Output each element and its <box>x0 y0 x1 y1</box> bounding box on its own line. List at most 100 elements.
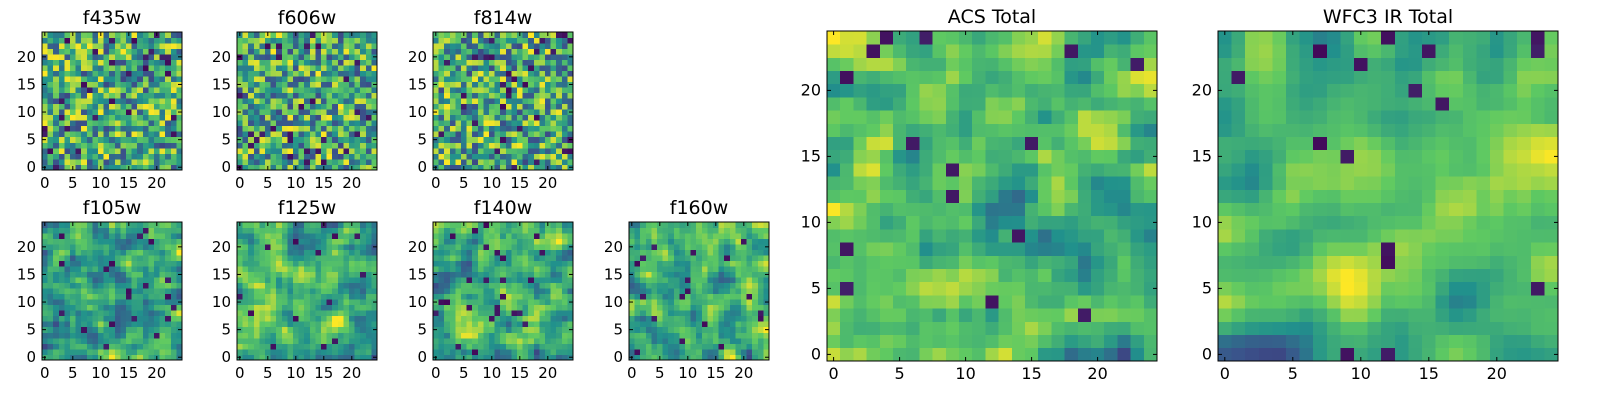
heatmap-cell <box>1064 163 1079 177</box>
heatmap-cell <box>265 304 271 311</box>
heatmap-cell <box>154 54 160 60</box>
heatmap-cell <box>298 288 305 295</box>
heatmap-cell <box>673 249 680 256</box>
heatmap-cell <box>371 277 378 284</box>
heatmap-cell <box>154 310 160 317</box>
heatmap-cell <box>1011 189 1026 203</box>
heatmap-cell <box>298 282 305 289</box>
heatmap-cell <box>690 326 697 333</box>
heatmap-cell <box>433 288 439 295</box>
heatmap-cell <box>92 59 99 66</box>
heatmap-cell <box>343 255 350 261</box>
heatmap-cell <box>58 142 65 149</box>
heatmap-cell <box>142 249 149 256</box>
heatmap-cell <box>326 158 333 165</box>
heatmap-cell <box>315 136 322 143</box>
heatmap-cell <box>500 255 507 261</box>
heatmap-cell <box>511 238 518 245</box>
heatmap-cell <box>959 334 973 349</box>
heatmap-cell <box>1104 268 1118 283</box>
heatmap-cell <box>668 332 675 339</box>
heatmap-cell <box>455 222 462 228</box>
heatmap-cell <box>109 299 116 306</box>
heatmap-cell <box>505 153 512 160</box>
heatmap-cell <box>472 147 479 154</box>
heatmap-cell <box>137 114 144 121</box>
heatmap-cell <box>120 81 127 88</box>
heatmap-cell <box>137 98 144 105</box>
heatmap-cell <box>466 266 473 273</box>
heatmap-cell <box>1051 281 1065 296</box>
heatmap-cell <box>242 299 249 306</box>
heatmap-cell <box>109 142 116 149</box>
heatmap-cell <box>321 326 327 333</box>
subplot-title: f814w <box>474 7 533 29</box>
heatmap-cell <box>662 277 669 284</box>
heatmap-cell <box>253 282 260 289</box>
heatmap-cell <box>533 222 540 228</box>
heatmap-cell <box>1025 255 1039 269</box>
heatmap-cell <box>321 147 327 154</box>
heatmap-cell <box>472 54 479 60</box>
heatmap-cell <box>253 354 260 361</box>
heatmap-cell <box>701 304 708 311</box>
heatmap-cell <box>326 136 333 143</box>
heatmap-cell <box>276 266 283 273</box>
heatmap-cell <box>309 98 316 105</box>
heatmap-cell <box>668 310 675 317</box>
heatmap-cell <box>645 332 652 339</box>
heatmap-cell <box>287 114 294 121</box>
heatmap-cell <box>148 92 155 99</box>
heatmap-cell <box>1143 308 1158 322</box>
heatmap-cell <box>438 81 445 88</box>
heatmap-cell <box>103 32 110 38</box>
heatmap-cell <box>343 238 350 245</box>
heatmap-cell <box>449 92 456 99</box>
heatmap-cell <box>640 222 647 228</box>
heatmap-cell <box>53 48 60 55</box>
heatmap-cell <box>673 271 680 278</box>
heatmap-cell <box>696 348 703 355</box>
heatmap-cell <box>668 233 675 239</box>
heatmap-cell <box>662 332 669 339</box>
heatmap-cell <box>483 288 490 295</box>
heatmap-cell <box>276 87 283 94</box>
heatmap-cell <box>550 103 557 110</box>
heatmap-cell <box>500 299 507 306</box>
heatmap-cell <box>309 348 316 355</box>
heatmap-cell <box>253 164 260 171</box>
heatmap-cell <box>58 348 65 355</box>
heatmap-cell <box>75 271 82 278</box>
heatmap-cell <box>176 43 183 49</box>
heatmap-cell <box>109 244 116 250</box>
heatmap-cell <box>321 136 327 143</box>
heatmap-cell <box>561 81 568 88</box>
heatmap-cell <box>701 337 708 344</box>
heatmap-cell <box>444 59 451 66</box>
heatmap-cell <box>148 343 155 350</box>
heatmap-cell <box>879 215 894 230</box>
heatmap-cell <box>461 348 467 355</box>
heatmap-cell <box>309 244 316 250</box>
heatmap-cell <box>276 48 283 55</box>
heatmap-cell <box>673 222 680 228</box>
heatmap-cell <box>337 76 344 83</box>
heatmap-cell <box>287 271 294 278</box>
heatmap-cell <box>126 321 132 328</box>
heatmap-cell <box>539 288 546 295</box>
heatmap-cell <box>866 202 881 217</box>
heatmap-cell <box>539 304 546 311</box>
heatmap-cell <box>550 43 557 49</box>
heatmap-cell <box>131 59 138 66</box>
heatmap-cell <box>354 233 361 239</box>
heatmap-cell <box>287 293 294 300</box>
heatmap-cell <box>651 304 658 311</box>
heatmap-cell <box>539 131 546 138</box>
heatmap-cell <box>281 147 288 154</box>
heatmap-cell <box>165 125 172 132</box>
x-tick-label: 0 <box>40 364 50 382</box>
heatmap-cell <box>58 131 65 138</box>
heatmap-cell <box>315 131 322 138</box>
heatmap-cell <box>746 310 753 317</box>
heatmap-cell <box>142 147 149 154</box>
